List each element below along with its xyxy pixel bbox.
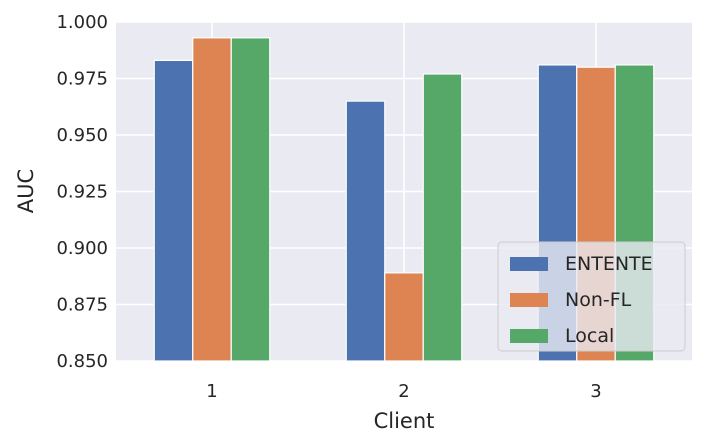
bar-non-fl-client-1 [192, 37, 232, 362]
x-axis-ticks: 1 2 3 [206, 381, 601, 402]
bar-local-client-1 [230, 37, 271, 362]
legend-label: Local [565, 325, 614, 347]
y-tick-label: 0.975 [56, 69, 108, 90]
y-tick-label: 0.900 [56, 238, 108, 259]
legend-label: ENTENTE [565, 253, 653, 275]
y-axis-title: AUC [14, 169, 38, 213]
bar-local-client-2 [422, 73, 463, 362]
legend-swatch [510, 293, 548, 307]
bar-non-fl-client-2 [384, 272, 424, 362]
y-tick-label: 1.000 [56, 12, 108, 33]
bar-entente-client-2 [345, 100, 386, 362]
y-tick-label: 0.950 [56, 125, 108, 146]
legend-swatch [510, 257, 548, 271]
y-axis-ticks: 0.850 0.875 0.900 0.925 0.950 0.975 1.000 [56, 12, 108, 372]
legend-label: Non-FL [565, 289, 632, 311]
legend: ENTENTE Non-FL Local [497, 241, 686, 352]
x-tick-label: 1 [206, 381, 217, 402]
y-tick-label: 0.925 [56, 182, 108, 203]
x-axis-title: Client [374, 409, 435, 433]
y-tick-label: 0.875 [56, 295, 108, 316]
legend-swatch [510, 329, 548, 343]
x-tick-label: 3 [590, 381, 601, 402]
bar-entente-client-1 [153, 59, 194, 362]
y-tick-label: 0.850 [56, 351, 108, 372]
x-tick-label: 2 [398, 381, 409, 402]
